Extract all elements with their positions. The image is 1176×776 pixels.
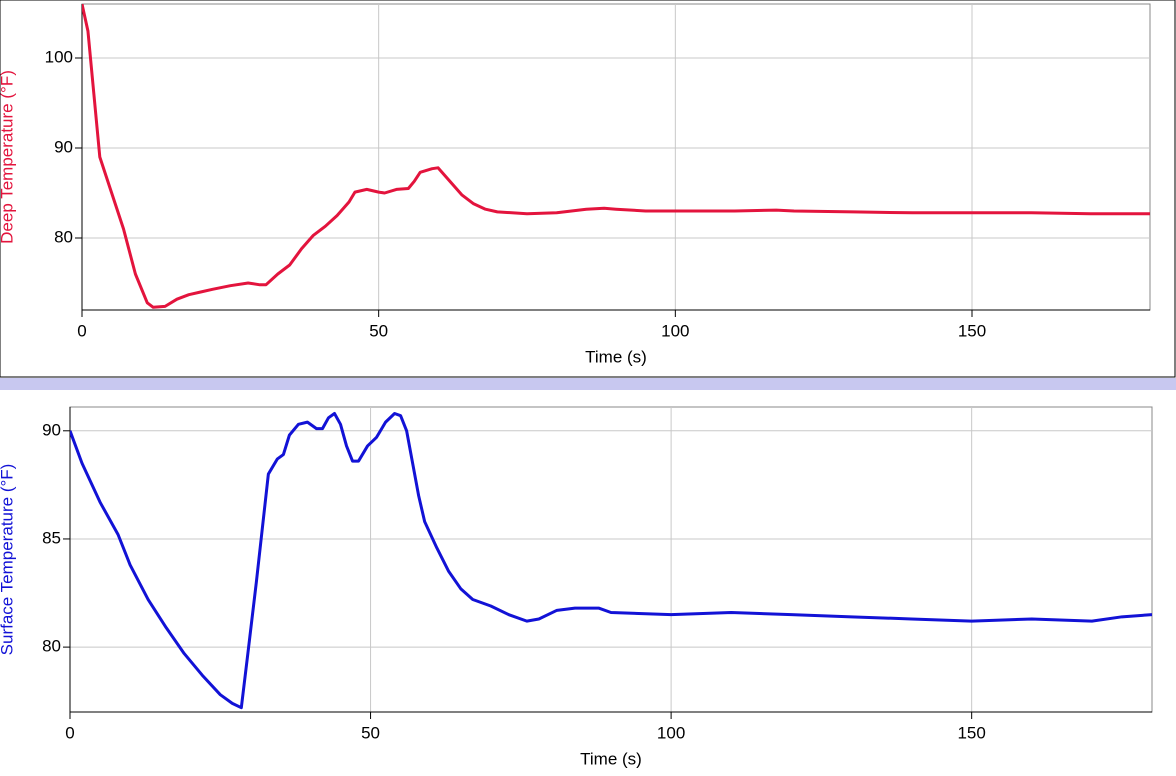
y-tick-label: 90 xyxy=(42,420,61,439)
y-tick-label: 100 xyxy=(45,47,73,66)
y-tick-label: 80 xyxy=(54,227,73,246)
y-tick-label: 85 xyxy=(42,528,61,547)
y-tick-label: 90 xyxy=(54,137,73,156)
x-tick-label: 100 xyxy=(661,321,689,340)
x-tick-label: 50 xyxy=(369,321,388,340)
x-axis-label: Time (s) xyxy=(585,347,647,366)
bottom-panel xyxy=(0,390,1175,776)
data-line xyxy=(82,4,1150,309)
x-tick-label: 150 xyxy=(958,321,986,340)
data-line xyxy=(70,411,1152,710)
x-tick-label: 0 xyxy=(65,723,74,742)
x-tick-label: 0 xyxy=(77,321,86,340)
y-tick-label: 80 xyxy=(42,637,61,656)
y-axis-label: Deep Temperature (°F) xyxy=(0,70,16,244)
top-panel xyxy=(0,0,1176,378)
x-tick-label: 50 xyxy=(361,723,380,742)
x-tick-label: 150 xyxy=(957,723,985,742)
separator xyxy=(0,378,1176,390)
x-tick-label: 100 xyxy=(657,723,685,742)
y-axis-label: Surface Temperature (°F) xyxy=(0,464,16,656)
x-axis-label: Time (s) xyxy=(580,749,642,768)
